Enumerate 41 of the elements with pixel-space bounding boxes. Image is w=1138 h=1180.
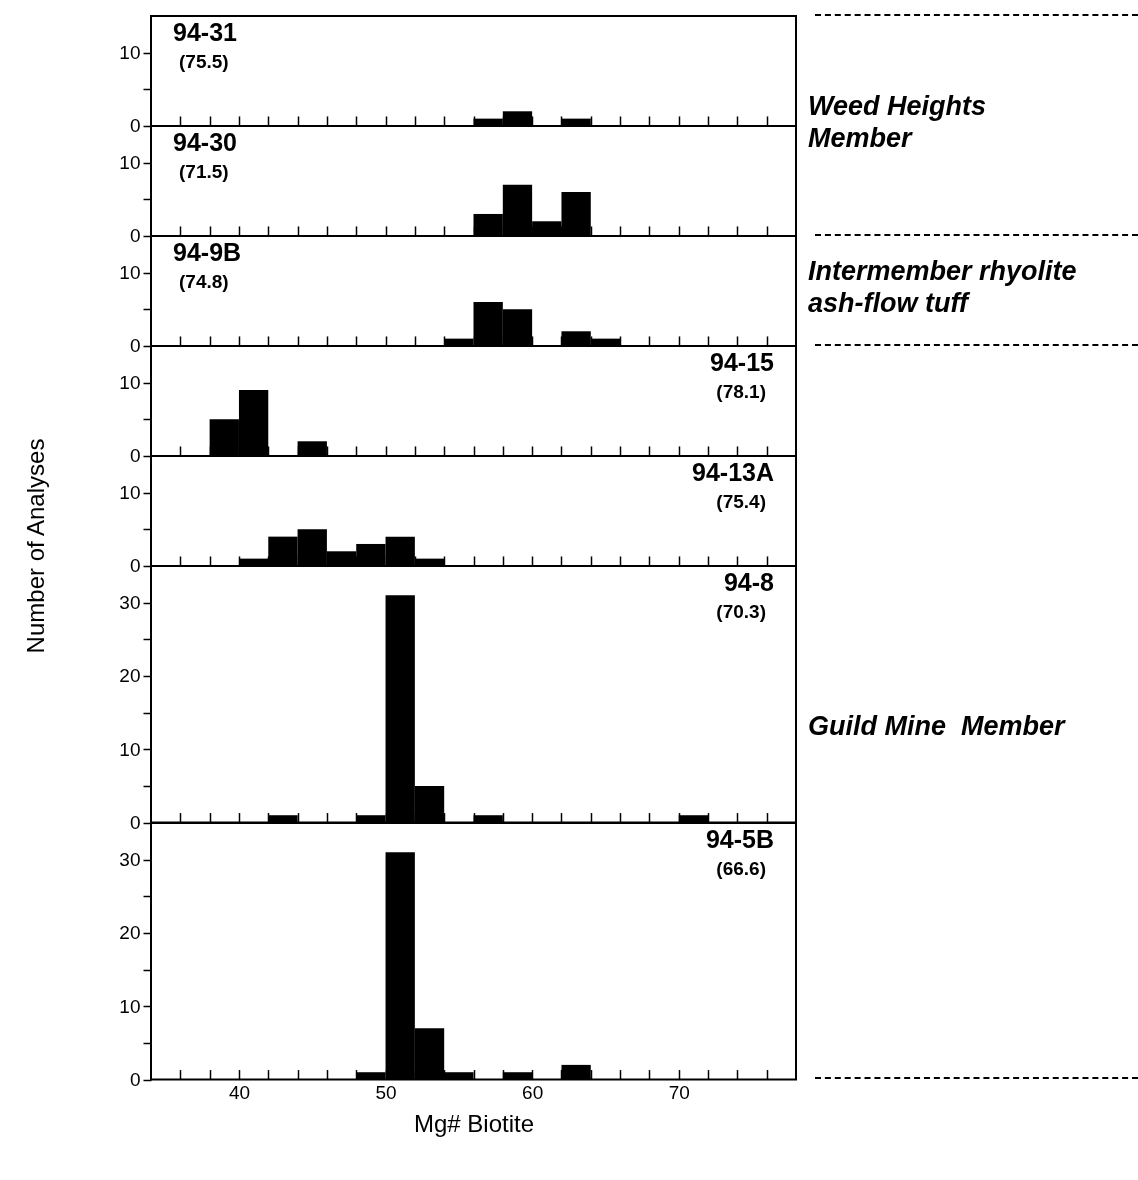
- y-tick-label: 10: [119, 482, 141, 504]
- text: (75.5): [179, 51, 229, 72]
- text: Weed Heights Member: [808, 89, 988, 154]
- chart-title: 94-5B: [705, 825, 774, 853]
- text: Guild Mine Member: [808, 709, 1067, 742]
- chart-title: 94-15: [710, 348, 775, 376]
- y-tick-label: 0: [129, 445, 141, 467]
- y-tick-label: 30: [119, 849, 141, 871]
- y-tick-label: 20: [119, 665, 141, 687]
- y-tick-label: 0: [129, 812, 141, 834]
- y-tick-label: 0: [129, 555, 141, 577]
- chart-title: 94-8: [723, 568, 775, 596]
- y-tick-label: 0: [129, 1069, 141, 1091]
- y-tick-label: 0: [129, 115, 141, 137]
- y-tick-label: 10: [119, 372, 141, 394]
- chart-title: 94-13A: [692, 458, 774, 486]
- text: (66.6): [716, 858, 766, 879]
- chart-title: 94-9B: [173, 238, 242, 266]
- text: (75.4): [716, 491, 766, 512]
- chart-title: 94-31: [173, 18, 238, 46]
- y-tick-label: 10: [119, 995, 141, 1017]
- y-tick-label: 10: [119, 262, 141, 284]
- text: (74.8): [179, 271, 229, 292]
- x-tick-label: 70: [668, 1082, 690, 1104]
- x-tick-label: 60: [522, 1082, 544, 1104]
- text: (78.1): [716, 381, 766, 402]
- y-axis-title: Number of Analyses: [21, 439, 50, 654]
- text: (71.5): [179, 161, 229, 182]
- x-tick-label: 50: [375, 1082, 397, 1104]
- y-tick-label: 10: [119, 738, 141, 760]
- x-tick-label: 40: [228, 1082, 251, 1104]
- y-tick-label: 10: [119, 42, 141, 64]
- x-axis-title: Mg# Biotite: [413, 1110, 535, 1138]
- text: Intermember rhyolite ash-flow tuff: [808, 254, 1078, 319]
- y-tick-label: 0: [129, 335, 141, 357]
- y-tick-label: 0: [129, 225, 141, 247]
- y-tick-label: 30: [119, 592, 141, 614]
- y-tick-label: 10: [119, 152, 141, 174]
- chart-title: 94-30: [173, 128, 237, 156]
- text: (70.3): [716, 601, 766, 622]
- y-tick-label: 20: [119, 922, 141, 944]
